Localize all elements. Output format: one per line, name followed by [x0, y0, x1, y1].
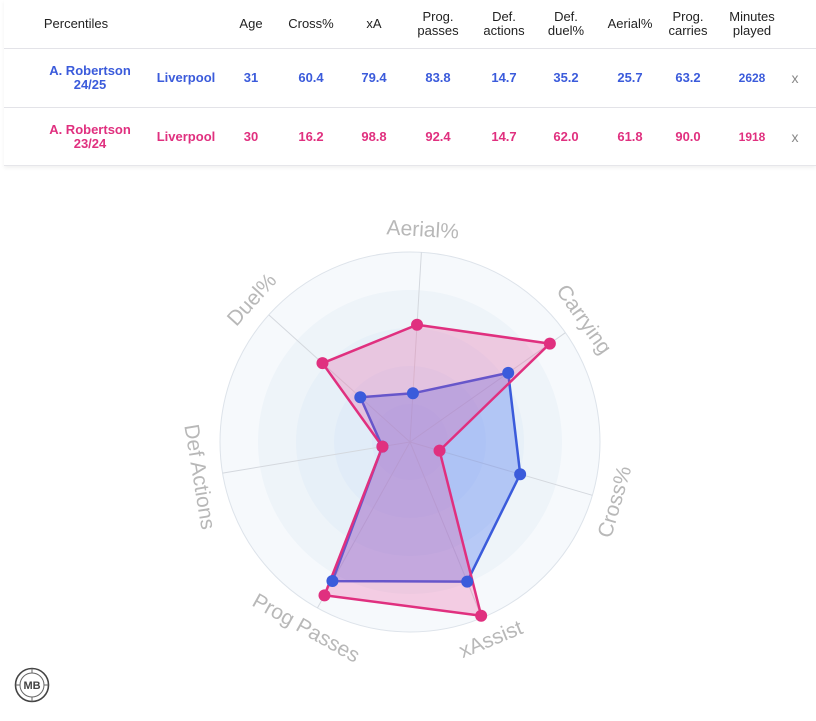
header-def-actions: Def. actions [483, 9, 525, 38]
prog-passes-value: 92.4 [425, 129, 451, 144]
series-point [543, 337, 556, 350]
prog-passes-value: 83.8 [425, 70, 451, 85]
series-point [475, 609, 488, 622]
xa-value: 98.8 [361, 129, 387, 144]
series-point [316, 357, 329, 370]
def-duel-value: 62.0 [553, 129, 579, 144]
logo: MB [14, 667, 50, 703]
series-point [376, 440, 389, 453]
header-minutes: Minutes played [729, 9, 775, 38]
series-point [461, 575, 474, 588]
series-point [433, 444, 446, 457]
team-name: Liverpool [156, 70, 216, 85]
axis-label: Def Actions [179, 423, 219, 532]
header-xa: xA [366, 16, 382, 31]
series-point [502, 366, 515, 379]
header-def-duel: Def. duel% [547, 9, 585, 38]
remove-row-button[interactable]: x [791, 129, 799, 145]
axis-label: Cross% [594, 463, 637, 540]
series-point [354, 391, 367, 404]
header-cross: Cross% [288, 16, 334, 31]
def-duel-value: 35.2 [553, 70, 579, 85]
header-prog-passes: Prog. passes [417, 9, 459, 38]
header-prog-carries: Prog. carries [668, 9, 708, 38]
header-age: Age [239, 16, 263, 31]
series-point [406, 387, 419, 400]
radar-spoke [268, 314, 411, 443]
radar-spoke [409, 441, 483, 619]
minutes-value: 1918 [738, 130, 766, 144]
logo-text: MB [23, 680, 40, 692]
player-name[interactable]: A. Robertson 23/24 [49, 122, 131, 151]
cross-value: 60.4 [298, 70, 324, 85]
header-aerial: Aerial% [607, 16, 653, 31]
player-name[interactable]: A. Robertson 24/25 [49, 63, 131, 92]
aerial-value: 61.8 [617, 129, 643, 144]
series-point [318, 589, 331, 602]
team-name: Liverpool [156, 129, 216, 144]
def-actions-value: 14.7 [491, 129, 517, 144]
prog-carries-value: 63.2 [675, 70, 701, 85]
comparison-table: Percentiles Age Cross% xA Prog. passes De… [4, 0, 816, 166]
def-actions-value: 14.7 [491, 70, 517, 85]
age-value: 31 [243, 70, 259, 85]
series-point [411, 318, 424, 331]
axis-label: Aerial% [386, 216, 460, 243]
series-point [514, 468, 527, 481]
logo-icon: MB [14, 667, 50, 703]
series-point [326, 575, 339, 588]
radar-spoke [409, 332, 566, 443]
radar-spoke [409, 252, 422, 443]
table-header: Percentiles Age Cross% xA Prog. passes De… [4, 0, 816, 49]
series-area [321, 323, 552, 617]
table-row: A. Robertson 24/25 Liverpool 31 60.4 79.4… [4, 49, 816, 108]
header-percentiles: Percentiles [43, 16, 109, 31]
prog-carries-value: 90.0 [675, 129, 701, 144]
aerial-value: 25.7 [617, 70, 643, 85]
minutes-value: 2628 [738, 71, 766, 85]
table-row: A. Robertson 23/24 Liverpool 30 16.2 98.8… [4, 108, 816, 166]
xa-value: 79.4 [361, 70, 387, 85]
age-value: 30 [243, 129, 259, 144]
series-area [331, 371, 522, 583]
remove-row-button[interactable]: x [791, 70, 799, 86]
cross-value: 16.2 [298, 129, 324, 144]
